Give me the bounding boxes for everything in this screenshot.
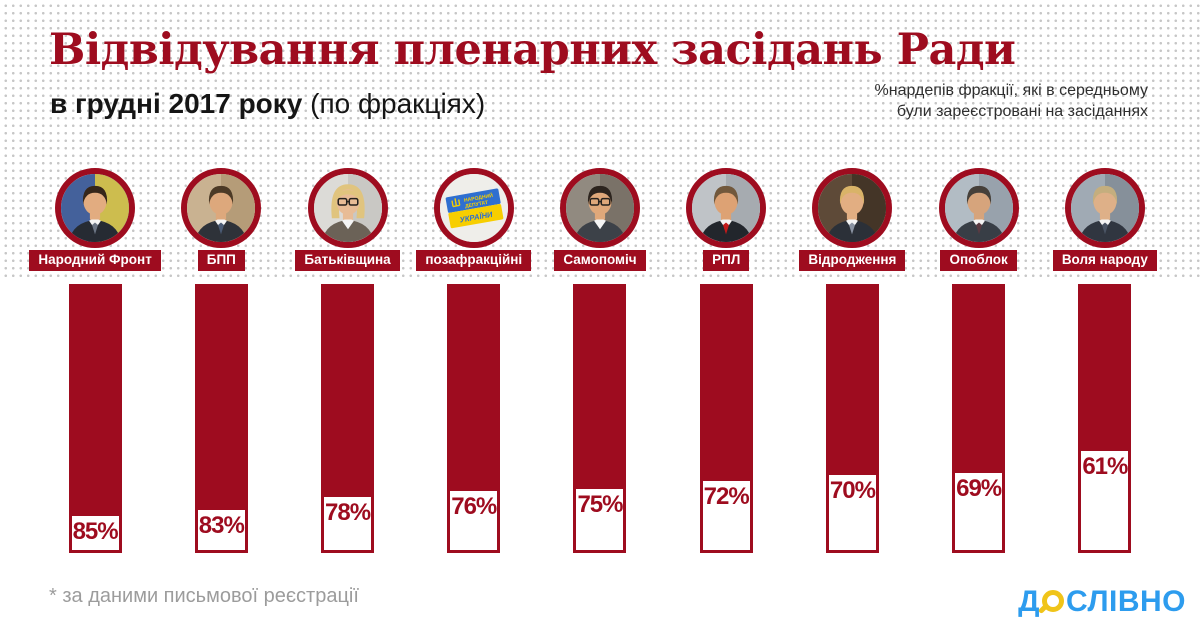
annotation-line-1: %нардепів фракції, які в середньому <box>874 82 1148 99</box>
attendance-bar: 75% <box>573 284 627 553</box>
leader-portrait-illustration <box>313 174 382 242</box>
bar-remainder-box: 61% <box>1078 448 1132 553</box>
leader-photo <box>55 168 136 248</box>
bar-remainder-box: 69% <box>952 469 1006 553</box>
faction-label: БПП <box>197 250 245 271</box>
subtitle-qualifier: (по фракціях) <box>302 88 486 119</box>
leader-photo <box>812 168 893 248</box>
leader-photo <box>181 168 262 248</box>
svg-text:ДЕПУТАТ: ДЕПУТАТ <box>464 200 489 210</box>
faction-label: Відродження <box>799 250 906 271</box>
attendance-bar: 83% <box>194 284 248 553</box>
bar-value-label: 75% <box>577 490 623 518</box>
faction-column: БПП 83% <box>158 168 284 553</box>
bar-filled-segment <box>952 284 1006 470</box>
faction-column: Опоблок 69% <box>916 168 1042 553</box>
bar-filled-segment <box>699 284 753 478</box>
annotation-line-2: були зареєстровані на засіданнях <box>896 103 1148 120</box>
bar-filled-segment <box>1078 284 1132 449</box>
leader-portrait-illustration <box>565 174 634 242</box>
bar-remainder-box: 70% <box>825 472 879 553</box>
leader-photo <box>307 168 388 248</box>
bar-value-label: 83% <box>198 512 245 540</box>
bar-value-label: 61% <box>1082 453 1128 481</box>
attendance-bar: 72% <box>699 284 753 553</box>
bar-value-label: 72% <box>703 482 750 510</box>
bar-value-label: 85% <box>72 517 119 545</box>
leader-portrait-illustration <box>187 174 256 242</box>
bar-filled-segment <box>194 284 248 508</box>
subtitle-period: в грудні 2017 року <box>50 88 303 119</box>
faction-column: РПЛ 72% <box>663 168 789 553</box>
faction-columns: Народний Фронт 85% БПП 83% Батьківщина 78% … <box>29 168 1168 553</box>
doslivno-logo: Д СЛІВНО <box>1018 587 1186 617</box>
faction-column: Відродження 70% <box>789 168 915 553</box>
bar-filled-segment <box>825 284 879 473</box>
bar-value-label: 69% <box>956 474 1002 502</box>
faction-label: Воля народу <box>1052 250 1157 271</box>
magnifier-icon <box>1042 590 1065 612</box>
bar-remainder-box: 85% <box>68 512 122 553</box>
leader-portrait-illustration <box>61 174 130 242</box>
faction-label: Батьківщина <box>295 250 400 271</box>
bar-remainder-box: 72% <box>699 477 753 553</box>
attendance-bar: 69% <box>952 284 1006 553</box>
bar-filled-segment <box>321 284 375 494</box>
bar-filled-segment <box>68 284 122 513</box>
chart-annotation: %нардепів фракції, які в середньому були… <box>875 80 1148 122</box>
page-subtitle: в грудні 2017 року (по фракціях) <box>50 88 485 120</box>
bar-remainder-box: 83% <box>194 507 248 553</box>
bar-remainder-box: 76% <box>447 488 501 553</box>
leader-photo <box>938 168 1019 248</box>
faction-column: Батьківщина 78% <box>284 168 410 553</box>
logo-text-suffix: СЛІВНО <box>1066 585 1186 618</box>
page-title: Відвідування пленарних засідань Ради <box>49 25 1016 75</box>
leader-portrait-illustration <box>944 174 1013 242</box>
leader-photo <box>559 168 640 248</box>
faction-label: позафракційні <box>416 250 532 271</box>
leader-portrait-illustration <box>818 174 887 242</box>
leader-photo <box>1064 168 1145 248</box>
leader-photo <box>686 168 767 248</box>
bar-value-label: 76% <box>451 493 497 521</box>
bar-value-label: 70% <box>829 477 876 505</box>
faction-column: НАРОДНИЙ ДЕПУТАТ УКРАЇНИ позафракційні 76… <box>411 168 537 553</box>
faction-label: РПЛ <box>703 250 750 271</box>
faction-label: Народний Фронт <box>29 250 161 271</box>
faction-column: Воля народу 61% <box>1042 168 1168 553</box>
bar-filled-segment <box>447 284 501 489</box>
mp-badge-illustration: НАРОДНИЙ ДЕПУТАТ УКРАЇНИ <box>439 174 508 242</box>
faction-column: Народний Фронт 85% <box>29 168 161 553</box>
attendance-bar: 70% <box>825 284 879 553</box>
faction-label: Опоблок <box>940 250 1017 271</box>
attendance-bar: 85% <box>68 284 122 553</box>
leader-portrait-illustration <box>692 174 761 242</box>
bar-value-label: 78% <box>325 498 371 526</box>
logo-text-prefix: Д <box>1018 585 1041 618</box>
leader-portrait-illustration <box>1070 174 1139 242</box>
footnote: * за даними письмової реєстрації <box>49 585 359 607</box>
attendance-bar: 76% <box>447 284 501 553</box>
faction-column: Самопоміч 75% <box>537 168 663 553</box>
attendance-bar: 78% <box>321 284 375 553</box>
bar-remainder-box: 78% <box>321 493 375 553</box>
bar-filled-segment <box>573 284 627 486</box>
bar-remainder-box: 75% <box>573 485 627 553</box>
leader-photo: НАРОДНИЙ ДЕПУТАТ УКРАЇНИ <box>433 168 514 248</box>
faction-label: Самопоміч <box>554 250 646 271</box>
attendance-bar: 61% <box>1078 284 1132 553</box>
